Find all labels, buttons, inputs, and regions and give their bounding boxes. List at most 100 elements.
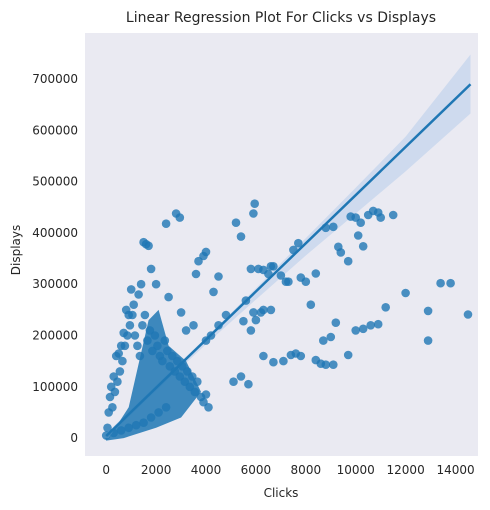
scatter-point: [356, 218, 366, 227]
scatter-point: [351, 326, 361, 335]
x-tick-label: 6000: [241, 463, 272, 477]
y-tick-label: 100000: [32, 380, 78, 394]
x-axis-label: Clicks: [264, 486, 299, 500]
scatter-point: [116, 426, 126, 435]
scatter-point: [113, 377, 122, 387]
scatter-point: [161, 219, 171, 228]
scatter-point: [259, 351, 268, 361]
regression-line: [105, 83, 472, 437]
scatter-point: [236, 232, 246, 241]
x-tick-label: 2000: [141, 463, 172, 477]
scatter-point: [279, 356, 288, 366]
scatter-point: [229, 377, 238, 387]
scatter-point: [319, 336, 328, 345]
scatter-point: [136, 279, 146, 289]
scatter-point: [118, 356, 127, 366]
scatter-point: [154, 408, 163, 417]
scatter-point: [121, 305, 131, 315]
scatter-point: [190, 387, 200, 397]
y-tick-label: 500000: [32, 175, 78, 189]
scatter-point: [204, 403, 213, 412]
scatter-point: [329, 222, 338, 232]
scatter-point: [246, 326, 256, 335]
y-tick-label: 700000: [32, 72, 78, 86]
scatter-point: [249, 308, 258, 317]
scatter-point: [276, 271, 286, 280]
x-tick-label: 12000: [387, 463, 425, 477]
scatter-point: [103, 423, 112, 433]
scatter-point: [249, 209, 258, 218]
scatter-point: [214, 272, 223, 281]
scatter-point: [150, 331, 160, 340]
y-axis-label: Displays: [9, 225, 23, 275]
regression-line-layer: [105, 83, 472, 437]
scatter-point: [358, 324, 368, 334]
scatter-point: [115, 367, 125, 376]
scatter-point: [343, 350, 353, 360]
scatter-point: [358, 242, 368, 251]
scatter-point: [110, 387, 120, 397]
scatter-point: [194, 256, 203, 266]
scatter-point: [214, 321, 223, 330]
scatter-point: [294, 238, 303, 248]
y-tick-label: 200000: [32, 329, 78, 343]
scatter-point: [401, 288, 410, 298]
scatter-point: [321, 360, 331, 370]
x-axis-ticks: 0 2000 4000 6000 8000 10000 12000 14000: [102, 463, 474, 477]
scatter-point: [126, 285, 136, 294]
scatter-point: [250, 199, 259, 208]
y-tick-label: 300000: [32, 277, 78, 291]
scatter-point: [176, 308, 186, 317]
scatter-point: [326, 332, 336, 342]
chart-title: Linear Regression Plot For Clicks vs Dis…: [126, 10, 436, 26]
y-tick-label: 400000: [32, 226, 78, 240]
scatter-point: [343, 256, 353, 266]
scatter-point: [266, 305, 276, 315]
scatter-point: [244, 379, 253, 389]
scatter-point: [153, 341, 162, 351]
x-tick-label: 4000: [191, 463, 222, 477]
scatter-point: [246, 264, 256, 274]
scatter-point: [140, 310, 150, 320]
scatter-point: [381, 303, 391, 312]
scatter-point: [284, 277, 293, 287]
scatter-point: [209, 287, 218, 297]
scatter-point: [134, 290, 143, 299]
y-axis-ticks: 0 100000 200000 300000 400000 500000 600000 700…: [32, 72, 78, 445]
x-tick-label: 10000: [337, 463, 375, 477]
scatter-point: [231, 218, 241, 227]
scatter-point: [236, 372, 246, 381]
x-tick-label: 0: [102, 463, 110, 477]
scatter-point: [329, 360, 338, 370]
scatter-point: [373, 319, 383, 329]
scatter-point: [269, 357, 278, 367]
x-tick-label: 14000: [436, 463, 474, 477]
scatter-point: [146, 413, 156, 422]
scatter-point: [388, 210, 398, 220]
scatter-point: [301, 277, 311, 287]
scatter-point: [175, 213, 185, 222]
scatter-point: [191, 269, 201, 279]
scatter-point: [111, 351, 121, 361]
scatter-point: [336, 248, 346, 257]
scatter-point: [446, 278, 455, 288]
scatter-point: [181, 326, 191, 335]
scatter-point: [133, 341, 142, 351]
scatter-point: [120, 341, 130, 351]
scatter-point: [129, 300, 138, 310]
scatter-point: [269, 262, 278, 271]
scatter-point: [423, 306, 433, 316]
scatter-point: [130, 331, 140, 340]
scatter-point: [131, 420, 141, 430]
scatter-point: [161, 403, 171, 412]
x-tick-label: 8000: [291, 463, 322, 477]
scatter-point: [189, 321, 198, 330]
scatter-point: [138, 321, 147, 330]
scatter-point: [139, 418, 148, 428]
scatter-point: [259, 305, 268, 315]
dense-point-cluster: [105, 309, 201, 441]
scatter-point: [143, 336, 152, 345]
scatter-point: [128, 310, 137, 320]
scatter-point: [331, 318, 341, 328]
